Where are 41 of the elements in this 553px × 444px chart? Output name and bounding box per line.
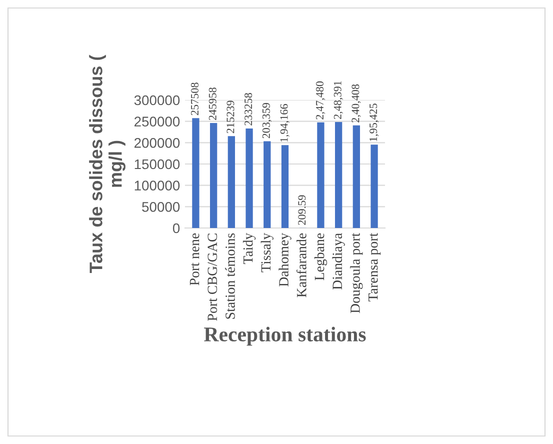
y-tick-label: 300000 <box>134 95 180 106</box>
x-tick-label: Tarensa port <box>368 232 381 302</box>
y-axis-title: Taux de solides dissous ( mg/l ) <box>89 54 126 273</box>
y-tick-label: 250000 <box>134 116 180 127</box>
data-label: 203,359 <box>262 103 272 138</box>
data-label: 215239 <box>226 100 234 134</box>
bar <box>335 122 342 228</box>
x-axis-title: Reception stations <box>204 326 366 346</box>
x-tick-label: Tissaly <box>260 232 274 272</box>
y-tick-label: 50000 <box>142 202 180 212</box>
x-tick-label: Station témoins <box>225 233 235 319</box>
x-tick-label: Diandiaya <box>332 233 345 290</box>
x-tick-label: Kanfarande <box>296 233 306 298</box>
x-tick-label: Dahomey <box>278 232 292 286</box>
bar <box>370 144 378 228</box>
data-label: 2,48,391 <box>334 81 343 119</box>
bar <box>210 123 218 228</box>
data-label: 245958 <box>208 88 216 120</box>
bar <box>228 136 235 228</box>
y-tick-label: 0 <box>172 223 180 234</box>
data-label: 1,94,166 <box>280 104 290 142</box>
x-tick-label: Dougoula port <box>350 232 363 314</box>
y-tick-label: 200000 <box>134 138 180 148</box>
data-label: 1,95,425 <box>370 104 379 142</box>
bar <box>246 128 253 228</box>
x-tick-label: Taidy <box>242 232 256 264</box>
data-label: 209.59 <box>298 195 306 225</box>
bar <box>281 145 289 228</box>
x-tick-label: Legbane <box>314 233 328 280</box>
bar <box>352 125 360 228</box>
data-label: 257508 <box>190 82 198 116</box>
x-tick-label: Port CBG/GAC <box>208 234 218 321</box>
bar <box>192 118 200 228</box>
y-tick-label: 100000 <box>134 180 180 191</box>
bar <box>317 122 324 228</box>
data-label: 2,40,408 <box>352 84 361 122</box>
data-label: 2,47,480 <box>316 81 326 120</box>
bar <box>264 141 271 228</box>
data-label: 233258 <box>244 93 252 126</box>
x-tick-label: Port nene <box>190 233 200 286</box>
y-tick-label: 150000 <box>134 159 180 170</box>
